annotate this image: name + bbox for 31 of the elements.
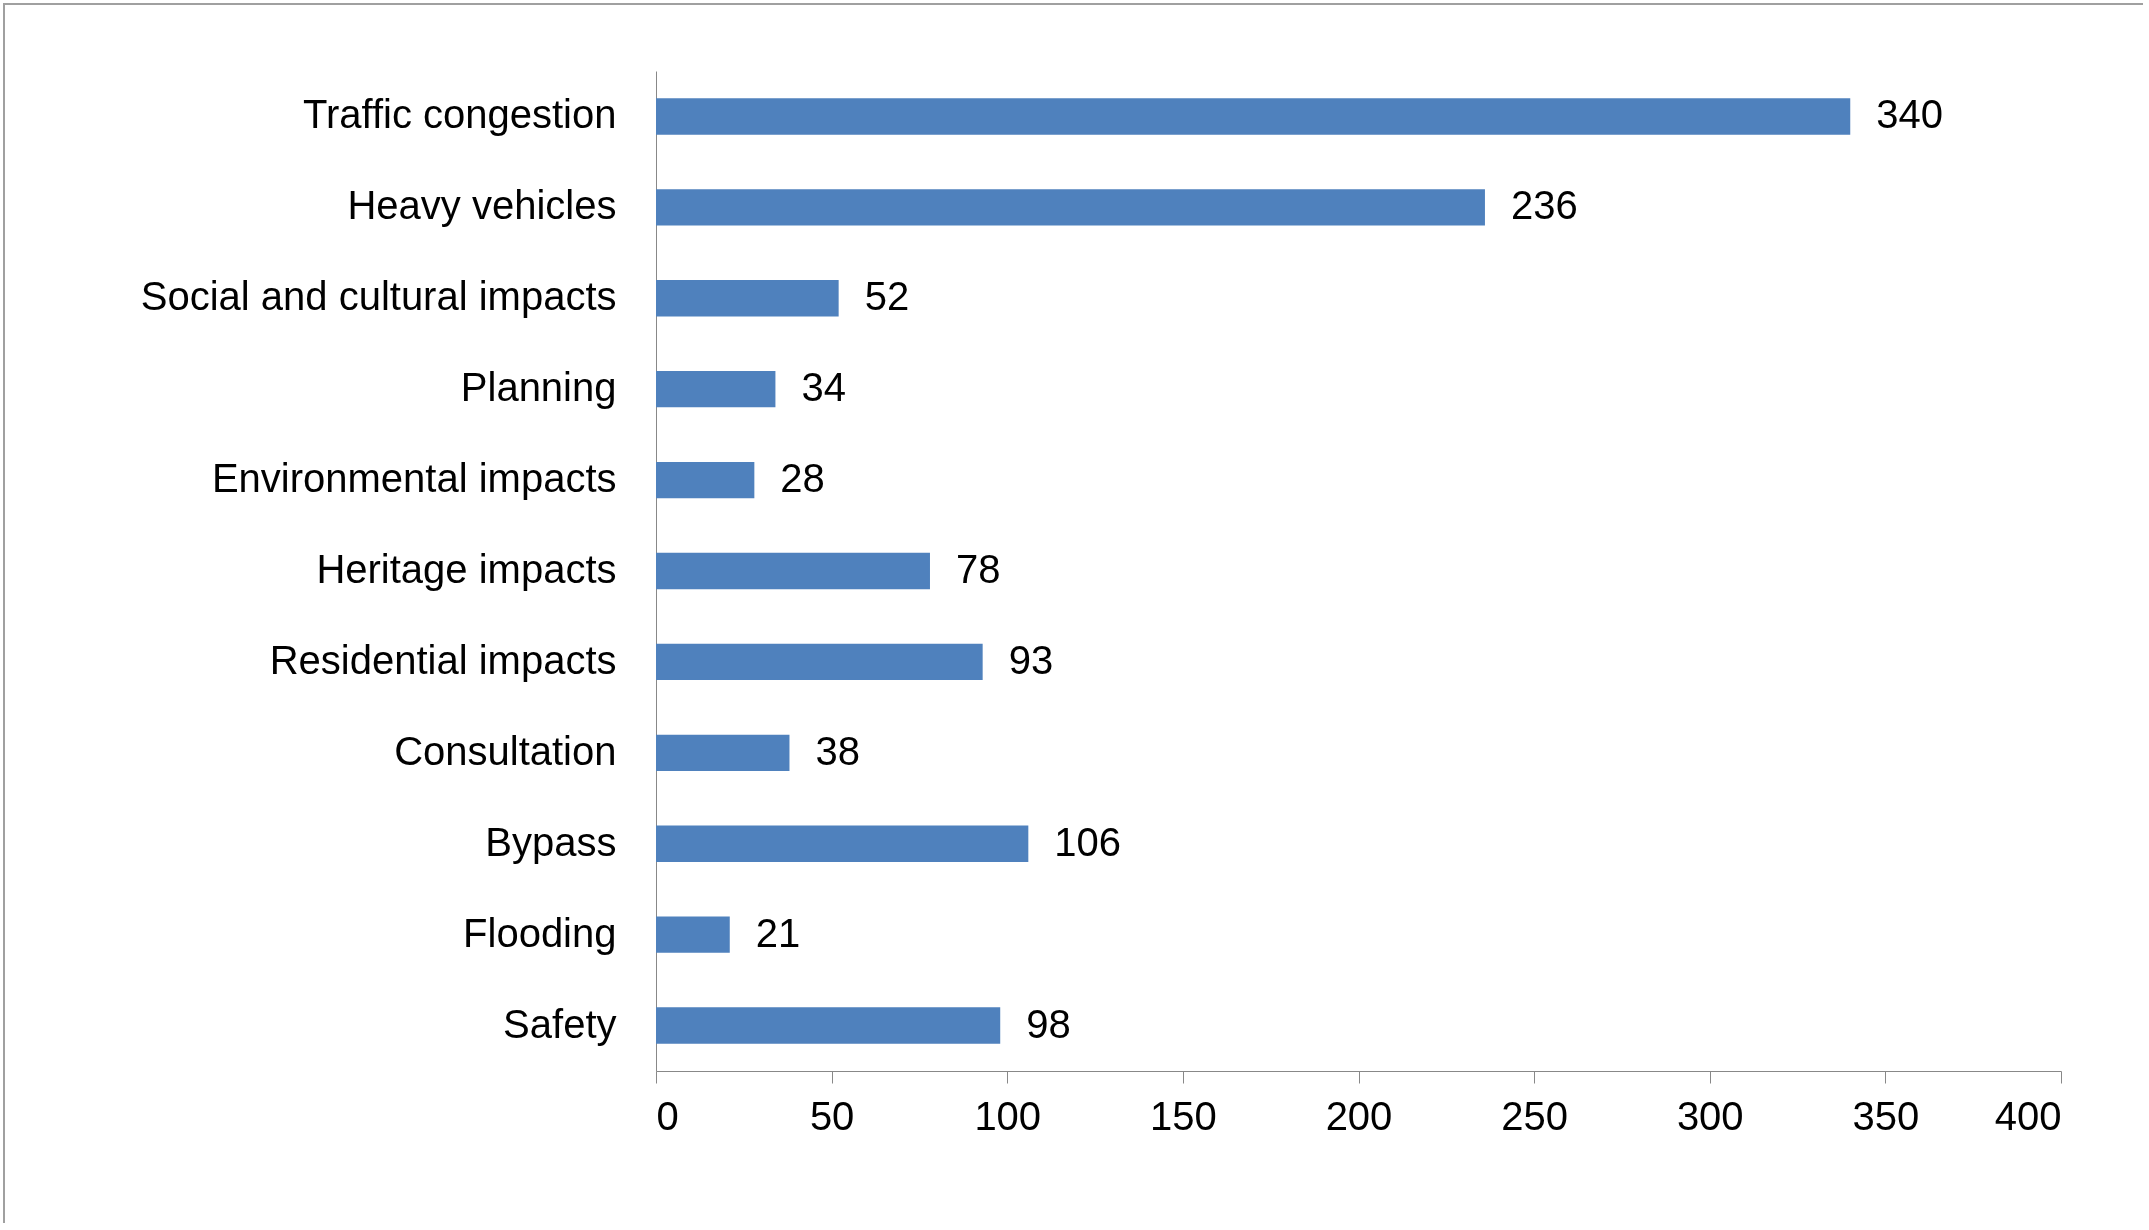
y-tick-label: Flooding	[463, 910, 617, 955]
y-tick-label: Safety	[503, 1001, 617, 1046]
data-label: 340	[1876, 92, 1943, 137]
x-tick-label: 100	[974, 1093, 1042, 1138]
data-label: 34	[801, 365, 846, 410]
data-label: 21	[755, 910, 801, 955]
y-tick-label: Heritage impacts	[316, 547, 617, 591]
x-tick-label: 250	[1501, 1093, 1568, 1138]
y-tick-label: Traffic congestion	[303, 92, 617, 137]
y-tick-label: Heavy vehicles	[347, 183, 617, 228]
x-tick-label: 350	[1852, 1093, 1920, 1138]
data-label: 52	[864, 274, 910, 319]
data-label: 98	[1026, 1001, 1071, 1046]
y-tick-label: Planning	[460, 365, 617, 410]
y-tick-label: Environmental impacts	[211, 456, 617, 501]
y-tick-label: Social and cultural impacts	[140, 274, 617, 319]
data-label: 93	[1008, 637, 1054, 682]
x-tick-label: 300	[1676, 1093, 1744, 1138]
y-tick-label: Consultation	[394, 728, 617, 773]
data-label: 78	[955, 547, 1001, 591]
x-tick-label: 400	[1994, 1093, 2062, 1138]
y-tick-label: Residential impacts	[269, 637, 617, 682]
y-tick-label: Bypass	[485, 819, 617, 864]
data-label: 28	[780, 456, 825, 501]
x-tick-label: 200	[1325, 1093, 1393, 1138]
data-label: 106	[1054, 819, 1122, 864]
data-label: 236	[1510, 183, 1578, 228]
x-tick-label: 0	[656, 1093, 679, 1138]
x-tick-label: 50	[809, 1093, 855, 1138]
data-label: 38	[815, 728, 860, 773]
x-tick-label: 150	[1150, 1093, 1217, 1138]
